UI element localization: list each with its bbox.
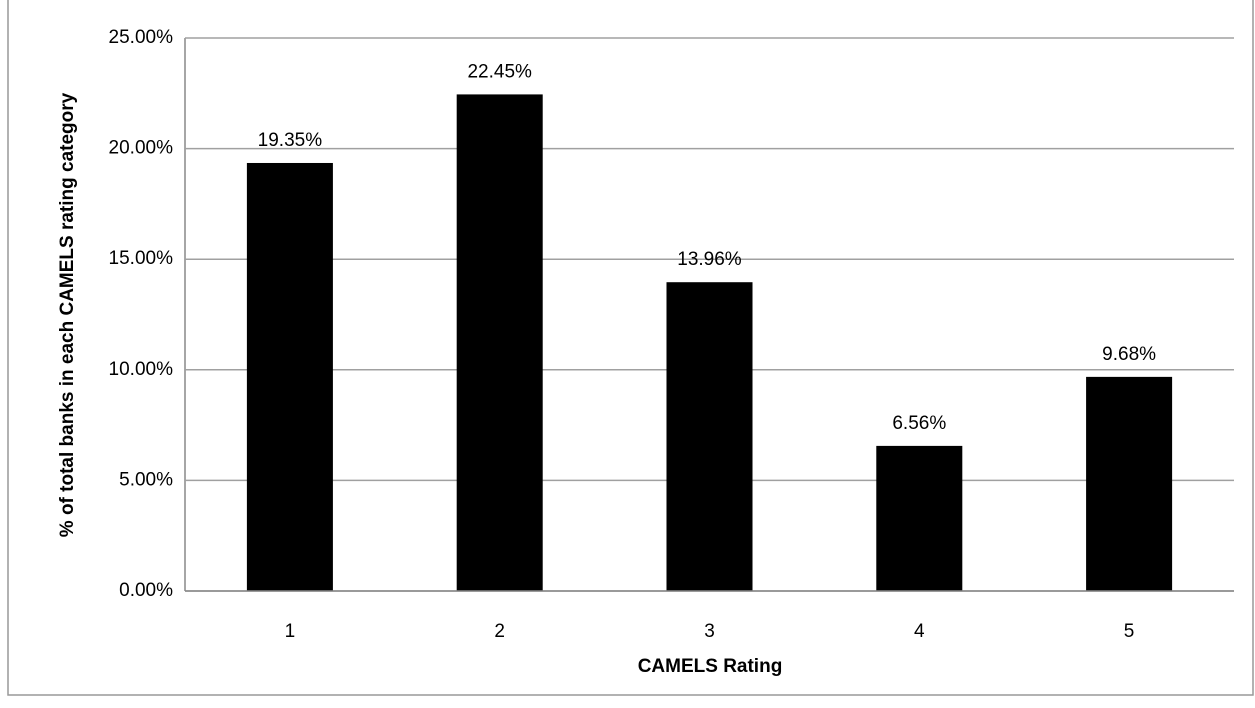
y-tick-label: 25.00% xyxy=(109,27,174,48)
data-label: 22.45% xyxy=(467,61,532,82)
x-tick-label: 4 xyxy=(914,621,925,642)
bar xyxy=(456,94,543,591)
bar xyxy=(1086,376,1173,591)
y-axis-title: % of total banks in each CAMELS rating c… xyxy=(57,92,78,537)
chart-border xyxy=(7,0,1254,696)
x-tick-label: 2 xyxy=(494,621,505,642)
bar xyxy=(876,445,963,591)
x-tick-label: 5 xyxy=(1124,621,1135,642)
y-tick-label: 15.00% xyxy=(109,248,174,269)
y-tick-label: 5.00% xyxy=(119,469,173,490)
bar xyxy=(666,282,753,591)
y-tick-label: 10.00% xyxy=(109,359,174,380)
x-tick-label: 1 xyxy=(285,621,296,642)
data-label: 6.56% xyxy=(892,413,946,434)
x-tick-label: 3 xyxy=(704,621,715,642)
y-tick-label: 20.00% xyxy=(109,138,174,159)
data-label: 13.96% xyxy=(677,249,742,270)
data-label: 9.68% xyxy=(1102,344,1156,365)
bar xyxy=(246,162,333,591)
x-axis-title: CAMELS Rating xyxy=(638,656,783,677)
y-tick-label: 0.00% xyxy=(119,580,173,601)
data-label: 19.35% xyxy=(258,130,323,151)
